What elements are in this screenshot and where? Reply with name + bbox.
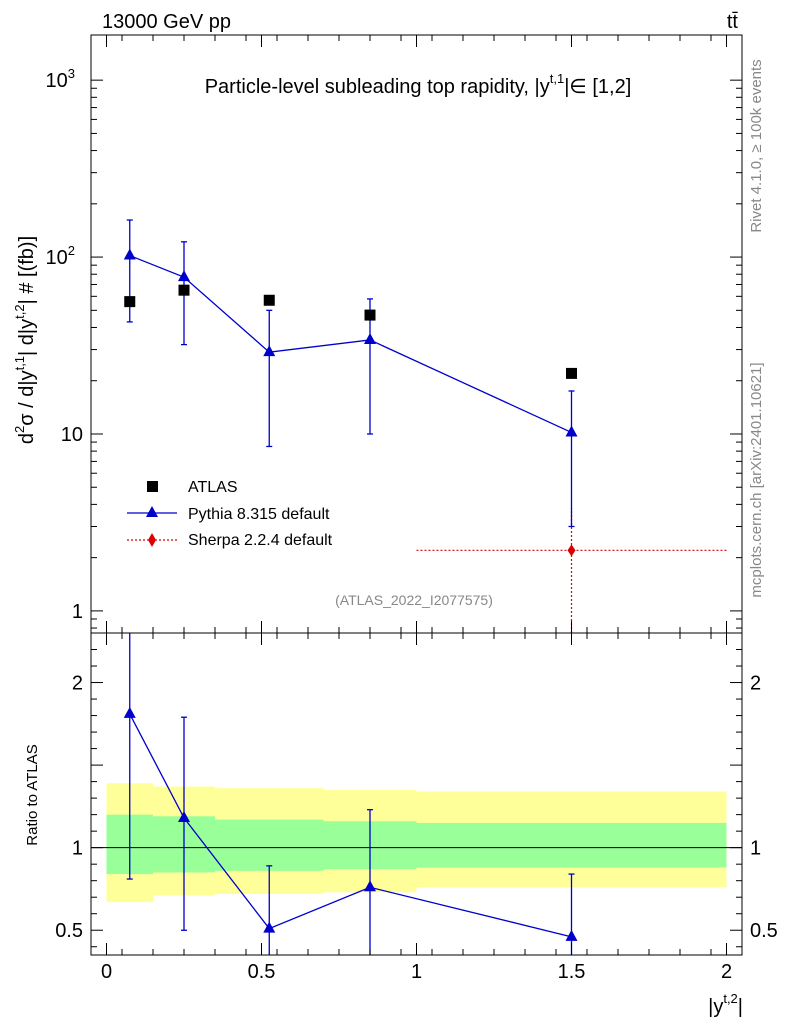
legend-pythia-label: Pythia 8.315 default xyxy=(188,506,330,523)
pythia-point-4 xyxy=(565,425,578,437)
legend-pythia-marker xyxy=(146,506,158,517)
ratio-point-1 xyxy=(178,810,190,822)
pythia-point-3 xyxy=(364,332,376,344)
x-tick-label-3: 1.5 xyxy=(558,961,586,983)
x-tick-label-4: 2 xyxy=(721,961,732,983)
ratio-point-0 xyxy=(123,706,136,718)
ratio-y-axis-label: Ratio to ATLAS xyxy=(24,744,41,845)
ratio-point-2 xyxy=(263,921,276,933)
ratio-plot: 0 0.5 1 1.5 2 0.5 0.5 1 1 2 2 xyxy=(55,632,778,983)
plot-title: Particle-level subleading top rapidity, … xyxy=(205,71,632,98)
ratio-y-tick-label-left-1: 1 xyxy=(72,838,83,860)
legend: ATLAS Pythia 8.315 default Sherpa 2.2.4 … xyxy=(127,479,333,549)
x-tick-label-2: 1 xyxy=(411,961,422,983)
ratio-y-tick-label-right-0: 0.5 xyxy=(750,920,778,942)
y-tick-label-0: 1 xyxy=(72,601,83,623)
stat-uncertainty-band-4 xyxy=(416,822,727,868)
analysis-watermark: (ATLAS_2022_I2077575) xyxy=(335,592,493,608)
ratio-point-4 xyxy=(565,929,578,941)
x-tick-label-1: 0.5 xyxy=(248,961,276,983)
sherpa-point-0 xyxy=(567,544,576,557)
x-tick-label-0: 0 xyxy=(101,961,112,983)
ratio-y-tick-label-left-0: 0.5 xyxy=(55,920,83,942)
atlas-point-2 xyxy=(263,294,275,306)
rivet-version-label: Rivet 4.1.0, ≥ 100k events xyxy=(748,59,765,232)
ratio-y-tick-label-right-1: 1 xyxy=(750,838,761,860)
legend-sherpa-label: Sherpa 2.2.4 default xyxy=(188,532,333,549)
atlas-point-4 xyxy=(566,367,577,379)
ratio-y-tick-label-left-2: 2 xyxy=(72,673,83,695)
y-tick-label-1: 10 xyxy=(61,424,83,446)
process-label: tt̄ xyxy=(727,11,739,33)
pythia-line xyxy=(129,254,572,434)
y-tick-label-3: 103 xyxy=(46,66,75,92)
stat-uncertainty-band-2 xyxy=(215,819,324,871)
x-axis-label: |yt,2| xyxy=(708,991,743,1018)
pythia-point-1 xyxy=(178,270,190,282)
legend-atlas-label: ATLAS xyxy=(188,479,238,496)
y-tick-label-2: 102 xyxy=(46,243,75,269)
pythia-point-2 xyxy=(263,345,276,357)
main-plot: 1 10 102 103 xyxy=(46,34,743,634)
atlas-point-3 xyxy=(364,309,376,321)
energy-label: 13000 GeV pp xyxy=(102,11,231,33)
upper-y-axis-label: d2σ / d|yt,1| d|yt,2| # [(fb)] xyxy=(12,236,38,444)
ratio-point-3 xyxy=(364,880,376,892)
atlas-point-0 xyxy=(124,296,136,308)
pythia-point-0 xyxy=(123,248,136,260)
atlas-point-1 xyxy=(178,284,190,296)
legend-sherpa-marker xyxy=(148,533,156,547)
legend-atlas-marker xyxy=(147,481,158,492)
mcplots-reference-label: mcplots.cern.ch [arXiv:2401.10621] xyxy=(748,362,765,597)
ratio-y-tick-label-right-2: 2 xyxy=(750,673,761,695)
